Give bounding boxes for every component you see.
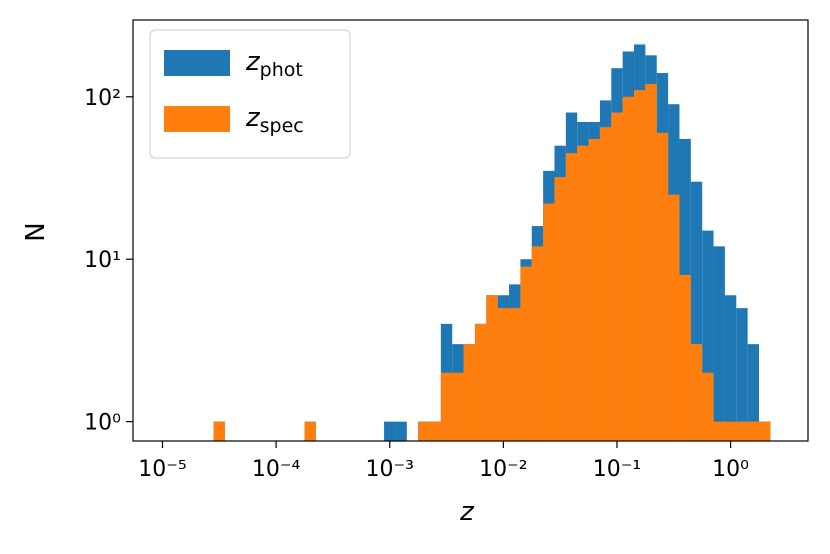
histogram-bar	[418, 421, 430, 441]
histogram-bar	[747, 344, 759, 441]
histogram-bar	[758, 421, 771, 441]
histogram-bar	[565, 153, 578, 441]
x-axis-label: z	[459, 497, 475, 527]
histogram-bar	[304, 421, 316, 441]
x-tick-label: 10⁻³	[366, 457, 414, 482]
histogram-bar	[474, 323, 487, 441]
histogram-bar	[736, 308, 748, 441]
histogram-bar	[554, 177, 566, 441]
x-tick-label: 10⁻¹	[593, 457, 641, 482]
histogram-bar	[429, 421, 441, 441]
histogram-bar	[588, 138, 600, 442]
legend-swatch	[164, 106, 230, 132]
histogram-bar	[463, 344, 475, 441]
histogram-bar	[543, 203, 555, 441]
bars	[213, 44, 771, 442]
histogram-bar	[395, 421, 407, 441]
histogram-bar	[690, 344, 703, 441]
y-tick-label: 10⁰	[84, 411, 121, 436]
histogram-bar	[656, 132, 669, 441]
histogram-bar	[634, 90, 646, 441]
legend-label: zspec	[245, 103, 304, 137]
legend-swatch	[164, 50, 230, 76]
histogram-bar	[713, 421, 725, 441]
histogram-bar	[509, 308, 521, 441]
histogram-bar	[486, 295, 498, 441]
histogram-bar	[724, 421, 737, 441]
legend-label: zphot	[245, 47, 303, 81]
histogram-bar	[520, 266, 532, 441]
histogram-bar	[599, 127, 612, 441]
x-tick-label: 10⁻²	[479, 457, 527, 482]
histogram-bar	[713, 246, 725, 441]
histogram-bar	[702, 230, 714, 441]
axes-frame	[132, 19, 809, 442]
y-axis-label: N	[21, 222, 51, 241]
histogram-bar	[577, 145, 589, 442]
histogram-bar	[645, 83, 657, 442]
histogram-bar	[497, 308, 510, 441]
y-tick-label: 10²	[84, 86, 121, 111]
histogram-bar	[679, 274, 691, 441]
histogram-bar	[668, 194, 680, 441]
histogram-bar	[690, 181, 703, 441]
x-tick-label: 10⁻⁵	[138, 457, 186, 482]
histogram-bar	[724, 295, 737, 441]
histogram-bar	[736, 421, 748, 441]
histogram-bar	[622, 96, 635, 441]
histogram-bar	[384, 421, 396, 441]
histogram-bar	[531, 246, 544, 441]
histogram-bar	[440, 372, 453, 441]
histogram-bar	[452, 372, 464, 441]
histogram-bar	[213, 421, 225, 441]
histogram-bar	[611, 112, 623, 442]
y-tick-label: 10¹	[84, 248, 121, 273]
x-tick-label: 10⁰	[712, 457, 749, 482]
histogram-bar	[702, 372, 714, 441]
histogram-bar	[747, 421, 759, 441]
x-tick-label: 10⁻⁴	[252, 457, 301, 482]
